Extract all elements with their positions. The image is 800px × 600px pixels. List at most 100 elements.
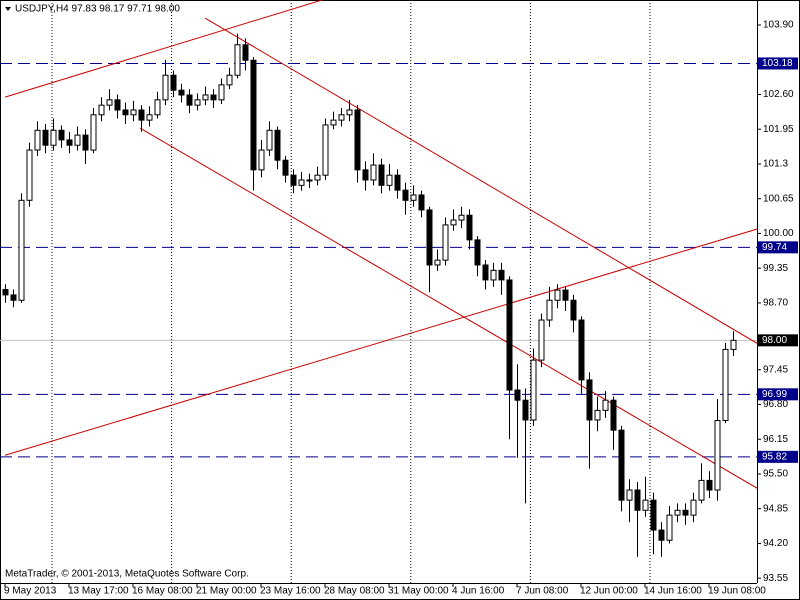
candle-body	[362, 169, 369, 181]
trend-line	[204, 17, 757, 344]
candle-body	[2, 289, 9, 296]
candle-body	[186, 94, 193, 106]
y-tick-label: 101.3	[763, 159, 788, 170]
candle-body	[354, 109, 361, 171]
candle-body	[410, 194, 417, 201]
candle-body	[610, 399, 617, 431]
y-tick-label: 94.20	[763, 538, 788, 549]
plot-area	[0, 0, 757, 583]
candle-body	[514, 389, 521, 401]
y-tick-label: 103.90	[763, 20, 794, 31]
level-tag	[758, 241, 798, 254]
copyright: MetaTrader, © 2001-2013, MetaQuotes Soft…	[5, 569, 249, 580]
candle-body	[330, 119, 337, 126]
y-tick-label: 101.95	[763, 124, 794, 135]
y-tick-label: 95.50	[763, 469, 788, 480]
candle-body	[146, 114, 153, 121]
candle-body	[242, 44, 249, 61]
candle-body	[346, 109, 353, 116]
candle-body	[546, 299, 553, 321]
candle-body	[570, 299, 577, 321]
y-tick-label: 97.45	[763, 364, 788, 375]
candle-body	[114, 99, 121, 111]
candle-body	[434, 259, 441, 266]
candle-body	[90, 114, 97, 151]
candle-body	[98, 104, 105, 116]
candle-body	[50, 129, 57, 146]
chart-title: USDJPY,H4 97.83 98.17 97.71 98.00	[15, 4, 180, 15]
trend-line	[139, 127, 757, 489]
candle-body	[394, 174, 401, 191]
candle-body	[18, 199, 25, 301]
candle-body	[642, 499, 649, 511]
x-tick-label: 16 May 08:00	[132, 586, 193, 597]
candle-body	[162, 74, 169, 101]
candle-body	[650, 499, 657, 531]
candle-body	[698, 479, 705, 501]
trend-line	[4, 228, 757, 456]
candle-body	[306, 179, 313, 182]
candle-body	[234, 44, 241, 76]
x-tick-label: 13 May 17:00	[68, 586, 129, 597]
current-price-label: 98.00	[762, 335, 787, 346]
level-tag	[758, 450, 798, 463]
candle-body	[426, 209, 433, 266]
candle-body	[106, 99, 113, 106]
candle-body	[282, 159, 289, 176]
candle-body	[466, 214, 473, 241]
candle-body	[506, 279, 513, 391]
menu-icon	[5, 7, 11, 11]
level-tag	[758, 57, 798, 70]
candle-body	[490, 269, 497, 281]
candle-body	[562, 289, 569, 301]
candle-body	[706, 479, 713, 491]
candle-body	[498, 269, 505, 281]
x-tick-label: 23 May 16:00	[260, 586, 321, 597]
y-tick-label: 100.65	[763, 193, 794, 204]
candle-body	[402, 189, 409, 201]
candle-body	[34, 129, 41, 151]
candle-body	[474, 239, 481, 266]
candle-body	[586, 379, 593, 421]
candle-body	[10, 294, 17, 301]
candle-body	[442, 224, 449, 261]
candle-body	[74, 134, 81, 146]
y-tick-label: 93.55	[763, 573, 788, 584]
candle-body	[530, 359, 537, 421]
x-tick-label: 14 Jun 16:00	[644, 586, 702, 597]
candle-body	[26, 149, 33, 201]
candle-body	[338, 114, 345, 121]
y-tick-label: 94.85	[763, 503, 788, 514]
candle-body	[674, 509, 681, 516]
candle-body	[618, 429, 625, 501]
level-label: 95.82	[762, 451, 787, 462]
x-tick-label: 12 Jun 00:00	[580, 586, 638, 597]
candle-body	[722, 348, 729, 422]
candle-body	[226, 74, 233, 86]
price-tag	[758, 334, 798, 347]
candle-body	[458, 214, 465, 221]
level-label: 99.74	[762, 242, 787, 253]
candle-body	[522, 399, 529, 421]
level-tag	[758, 388, 798, 401]
candle-body	[450, 219, 457, 226]
x-tick-label: 4 Jun 16:00	[452, 586, 505, 597]
candle-body	[178, 89, 185, 96]
plot-layer	[0, 0, 757, 583]
candle-body	[154, 99, 161, 116]
candle-body	[690, 499, 697, 516]
candle-body	[634, 489, 641, 511]
candle-body	[66, 139, 73, 146]
level-label: 103.18	[762, 58, 793, 69]
candle-body	[322, 124, 329, 176]
x-tick-label: 21 May 00:00	[196, 586, 257, 597]
candle-body	[82, 134, 89, 151]
y-tick-label: 100.00	[763, 228, 794, 239]
candle-body	[266, 129, 273, 151]
candle-body	[378, 164, 385, 186]
candle-body	[418, 194, 425, 211]
x-tick-label: 31 May 00:00	[388, 586, 449, 597]
